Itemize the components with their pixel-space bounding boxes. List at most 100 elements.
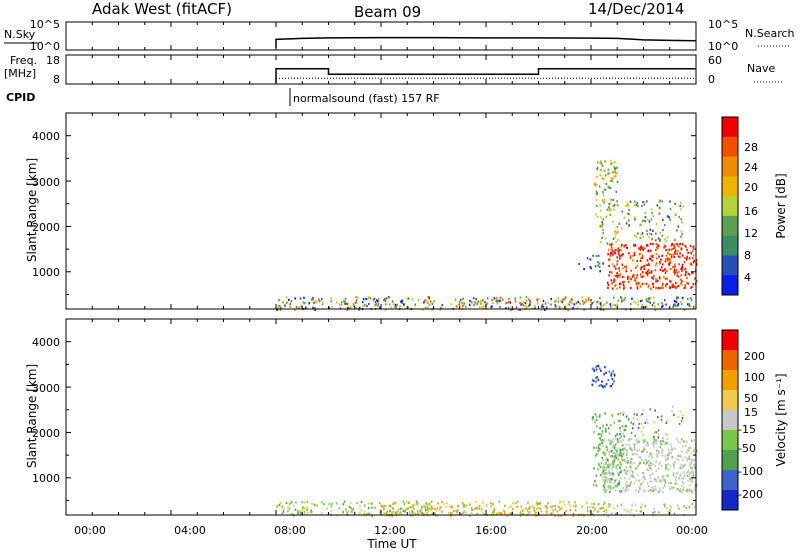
range-gate-cell (642, 219, 644, 222)
range-gate-cell (612, 444, 615, 447)
range-gate-cell (673, 461, 676, 464)
range-gate-cell (661, 269, 664, 272)
range-gate-cell (642, 461, 645, 464)
range-gate-cell (605, 472, 607, 475)
range-gate-cell (609, 305, 612, 308)
range-gate-cell (641, 433, 644, 437)
range-gate-cell (633, 447, 636, 450)
range-gate-cell (646, 244, 649, 247)
range-gate-cell (596, 364, 599, 367)
range-gate-cell (636, 465, 639, 468)
range-gate-cell (619, 249, 621, 252)
range-gate-cell (655, 279, 657, 282)
range-gate-cell (521, 512, 524, 515)
range-gate-cell (350, 509, 353, 512)
range-gate-cell (596, 215, 599, 219)
range-gate-cell (377, 304, 379, 307)
range-gate-cell (565, 510, 567, 513)
range-gate-cell (679, 489, 681, 493)
range-gate-cell (476, 507, 479, 510)
range-gate-cell (654, 409, 656, 412)
power-yaxis: 4000 3000 2000 1000 (32, 130, 60, 279)
power-cbar-tick-16: 16 (744, 205, 758, 218)
range-gate-cell (683, 260, 686, 264)
range-gate-cell (625, 489, 628, 492)
range-gate-cell (626, 277, 629, 281)
range-gate-cell (622, 253, 624, 256)
velocity-cbar-tick-neg200: -200 (738, 488, 763, 501)
range-gate-cell (595, 418, 598, 421)
range-gate-cell (595, 183, 598, 186)
range-gate-cell (647, 444, 649, 448)
range-gate-cell (663, 244, 666, 247)
range-gate-cell (614, 267, 617, 270)
range-gate-cell (428, 502, 431, 505)
range-gate-cell (603, 452, 606, 456)
range-gate-cell (463, 504, 466, 507)
range-gate-cell (540, 510, 543, 513)
range-gate-cell (299, 511, 301, 514)
range-gate-cell (614, 479, 617, 482)
range-gate-cell (474, 507, 476, 510)
range-gate-cell (458, 303, 461, 306)
range-gate-cell (578, 262, 580, 266)
colorbar-swatch (722, 410, 738, 431)
range-gate-cell (617, 250, 620, 253)
range-gate-cell (496, 299, 499, 302)
range-gate-cell (392, 302, 395, 306)
range-gate-cell (439, 308, 442, 311)
range-gate-cell (620, 435, 623, 438)
range-gate-cell (328, 502, 331, 506)
range-gate-cell (585, 300, 588, 303)
colorbar-swatch (722, 255, 738, 276)
range-gate-cell (596, 415, 598, 418)
range-gate-cell (670, 506, 672, 509)
range-gate-cell (610, 271, 613, 274)
range-gate-cell (617, 274, 620, 277)
range-gate-cell (370, 502, 372, 505)
range-gate-cell (600, 507, 603, 510)
range-gate-cell (670, 253, 673, 256)
range-gate-cell (609, 440, 612, 443)
range-gate-cell (640, 233, 642, 236)
range-gate-cell (692, 305, 695, 308)
range-gate-cell (374, 301, 377, 304)
range-gate-cell (285, 501, 288, 505)
range-gate-cell (645, 298, 648, 301)
range-gate-cell (441, 510, 443, 513)
range-gate-cell (647, 272, 650, 275)
range-gate-cell (627, 212, 630, 215)
range-gate-cell (681, 480, 684, 484)
range-gate-cell (614, 484, 617, 488)
range-gate-cell (606, 476, 608, 479)
range-gate-cell (690, 439, 693, 442)
colorbar-swatch (722, 390, 738, 411)
range-gate-cell (638, 448, 641, 452)
range-gate-cell (684, 456, 687, 459)
range-gate-cell (684, 256, 686, 260)
range-gate-cell (616, 450, 618, 453)
range-gate-cell (633, 204, 636, 207)
range-gate-cell (374, 506, 376, 509)
range-gate-cell (605, 215, 608, 218)
range-gate-cell (597, 254, 600, 257)
range-gate-cell (529, 506, 531, 509)
range-gate-cell (667, 457, 669, 460)
range-gate-cell (656, 439, 658, 442)
range-gate-cell (348, 505, 351, 508)
range-gate-cell (621, 444, 623, 447)
range-gate-cell (612, 198, 614, 201)
range-gate-cell (666, 419, 669, 423)
range-gate-cell (355, 307, 357, 310)
range-gate-cell (470, 507, 473, 510)
range-gate-cell (651, 443, 654, 446)
range-gate-cell (621, 254, 623, 257)
range-gate-cell (458, 301, 461, 304)
range-gate-cell (659, 440, 662, 443)
range-gate-cell (693, 259, 696, 262)
range-gate-cell (649, 477, 652, 480)
range-gate-cell (613, 208, 615, 211)
range-gate-cell (628, 438, 631, 441)
range-gate-cell (562, 500, 565, 503)
